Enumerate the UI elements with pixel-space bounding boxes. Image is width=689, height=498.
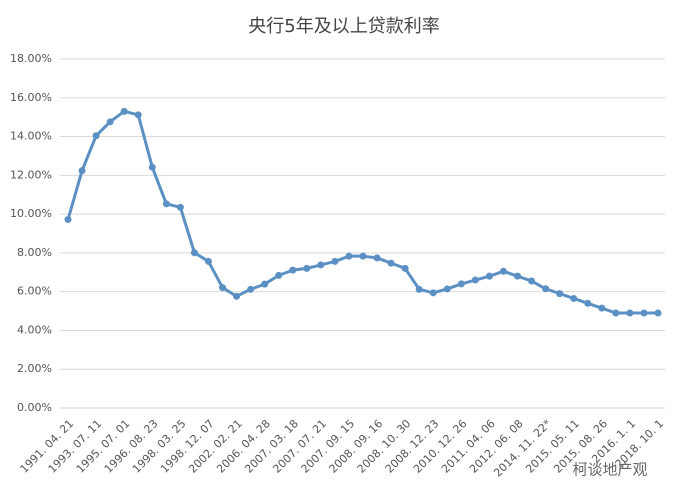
data-point xyxy=(162,200,170,208)
y-tick-label: 14.00% xyxy=(10,130,52,143)
data-point xyxy=(204,257,212,265)
data-point xyxy=(429,289,437,297)
data-point xyxy=(345,252,353,260)
data-point xyxy=(120,107,128,115)
y-tick-label: 16.00% xyxy=(10,91,52,104)
y-tick-label: 18.00% xyxy=(10,52,52,65)
data-point xyxy=(190,249,198,257)
data-point xyxy=(640,309,648,317)
data-point xyxy=(219,284,227,292)
data-point xyxy=(134,111,142,119)
watermark: 柯谈地产观 xyxy=(572,461,647,479)
data-point xyxy=(303,264,311,272)
data-point xyxy=(78,167,86,175)
data-point xyxy=(570,294,578,302)
data-point xyxy=(233,292,241,300)
data-point xyxy=(387,259,395,267)
data-point xyxy=(626,309,634,317)
data-point xyxy=(443,285,451,293)
data-point xyxy=(584,299,592,307)
data-point xyxy=(499,267,507,275)
data-point xyxy=(148,163,156,171)
data-point xyxy=(514,272,522,280)
data-point xyxy=(612,309,620,317)
y-tick-label: 12.00% xyxy=(10,168,52,181)
data-point xyxy=(598,304,606,312)
y-tick-label: 6.00% xyxy=(17,285,52,298)
y-tick-label: 10.00% xyxy=(10,207,52,220)
data-point xyxy=(457,280,465,288)
data-point xyxy=(176,203,184,211)
y-tick-label: 8.00% xyxy=(17,246,52,259)
y-tick-label: 4.00% xyxy=(17,323,52,336)
y-tick-label: 0.00% xyxy=(17,401,52,414)
data-point xyxy=(654,309,662,317)
data-point xyxy=(331,257,339,265)
y-tick-label: 2.00% xyxy=(17,362,52,375)
data-point xyxy=(289,266,297,274)
data-point xyxy=(261,280,269,288)
data-point xyxy=(92,132,100,140)
data-point xyxy=(317,261,325,269)
data-point xyxy=(247,285,255,293)
data-point xyxy=(556,290,564,298)
data-point xyxy=(528,277,536,285)
data-point xyxy=(359,252,367,260)
data-point xyxy=(275,271,283,279)
data-point xyxy=(471,276,479,284)
data-point xyxy=(106,118,114,126)
data-line xyxy=(66,109,658,315)
data-point xyxy=(415,285,423,293)
data-point xyxy=(64,216,72,224)
chart-title: 央行5年及以上贷款利率 xyxy=(248,16,439,37)
data-point xyxy=(542,285,550,293)
data-point xyxy=(485,272,493,280)
data-point xyxy=(373,254,381,262)
data-point xyxy=(401,264,409,272)
